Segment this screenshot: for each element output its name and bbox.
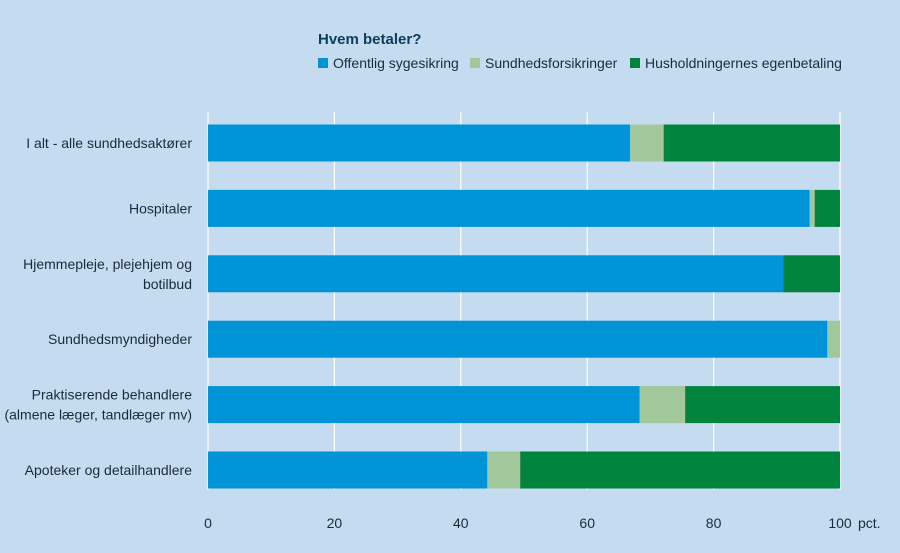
x-tick-label: 80 xyxy=(706,515,722,531)
bar-segment xyxy=(809,189,815,227)
legend-label: Offentlig sygesikring xyxy=(333,55,459,71)
bar-segment xyxy=(208,320,828,358)
bar-segment xyxy=(685,386,840,424)
bar-segment xyxy=(827,320,840,358)
legend-swatch xyxy=(318,58,328,68)
category-label: I alt - alle sundhedsaktører xyxy=(26,135,192,151)
bar-segment xyxy=(639,386,686,424)
bar-segment xyxy=(783,255,840,293)
legend: Hvem betaler? Offentlig sygesikring Sundh… xyxy=(318,31,842,71)
category-label: Apoteker og detailhandlere xyxy=(25,462,193,478)
bar-segment xyxy=(208,386,640,424)
x-tick-label: 60 xyxy=(579,515,595,531)
x-tick-label: 100 xyxy=(828,515,852,531)
category-label: Hospitaler xyxy=(129,200,192,216)
bar-segment xyxy=(208,255,784,293)
legend-label: Sundhedsforsikringer xyxy=(485,55,618,71)
bar-segment xyxy=(663,124,840,162)
x-tick-label: 0 xyxy=(204,515,212,531)
category-label: Sundhedsmyndigheder xyxy=(48,331,192,347)
legend-item: Husholdningernes egenbetaling xyxy=(630,55,842,71)
bar-segment xyxy=(487,451,521,489)
x-tick-label: 40 xyxy=(453,515,469,531)
category-label: Praktiserende behandlere (almene læger, t… xyxy=(4,387,192,423)
x-axis-unit: pct. xyxy=(858,515,881,531)
bar-segment xyxy=(208,124,631,162)
bar-segment xyxy=(630,124,664,162)
legend-item: Offentlig sygesikring xyxy=(318,55,459,71)
legend-swatch xyxy=(630,58,640,68)
bar-segment xyxy=(814,189,840,227)
x-tick-label: 20 xyxy=(327,515,343,531)
legend-item: Sundhedsforsikringer xyxy=(470,55,618,71)
legend-title: Hvem betaler? xyxy=(318,31,421,48)
category-label: Hjemmepleje, plejehjem og botilbud xyxy=(23,256,192,292)
bar-segment xyxy=(520,451,840,489)
legend-label: Husholdningernes egenbetaling xyxy=(645,55,842,71)
bar-segment xyxy=(208,189,810,227)
bar-segment xyxy=(208,451,488,489)
legend-swatch xyxy=(470,58,480,68)
